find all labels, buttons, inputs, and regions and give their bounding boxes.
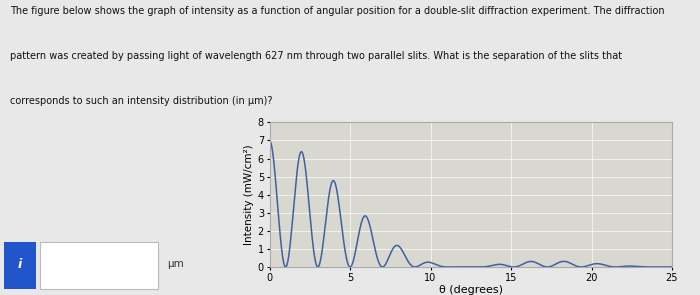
Text: The figure below shows the graph of intensity as a function of angular position : The figure below shows the graph of inte… [10, 6, 665, 16]
FancyBboxPatch shape [4, 242, 36, 289]
X-axis label: θ (degrees): θ (degrees) [439, 285, 503, 295]
Text: pattern was created by passing light of wavelength 627 nm through two parallel s: pattern was created by passing light of … [10, 51, 622, 61]
FancyBboxPatch shape [40, 242, 158, 289]
Y-axis label: Intensity (mW/cm²): Intensity (mW/cm²) [244, 144, 253, 245]
Text: corresponds to such an intensity distribution (in μm)?: corresponds to such an intensity distrib… [10, 96, 273, 106]
Text: μm: μm [167, 259, 184, 269]
Text: i: i [18, 258, 22, 271]
